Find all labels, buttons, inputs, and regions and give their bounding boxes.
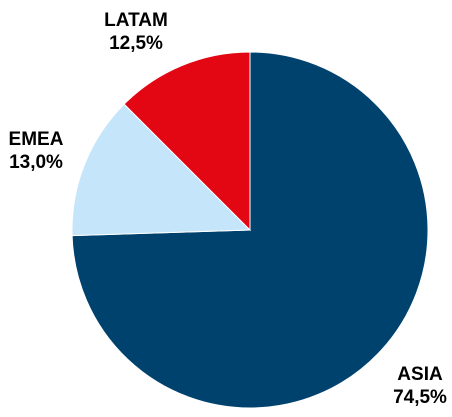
slice-value-emea: 13,0% [9, 152, 63, 173]
slice-label-emea: EMEA [9, 129, 64, 150]
slice-label-latam: LATAM [104, 10, 168, 31]
slice-label-asia: ASIA [397, 364, 443, 385]
pie-slice-latam [123, 51, 251, 232]
slice-value-latam: 12,5% [109, 33, 163, 54]
pie-slices [71, 51, 429, 409]
pie-slice-emea [71, 103, 252, 237]
slice-value-asia: 74,5% [393, 387, 447, 408]
